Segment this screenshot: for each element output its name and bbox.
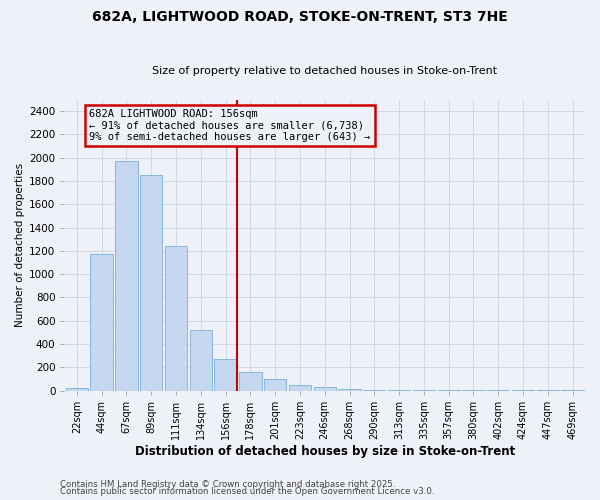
Bar	[214, 359, 237, 390]
Bar	[289, 386, 311, 390]
Y-axis label: Number of detached properties: Number of detached properties	[15, 163, 25, 327]
Text: Contains public sector information licensed under the Open Government Licence v3: Contains public sector information licen…	[60, 488, 434, 496]
X-axis label: Distribution of detached houses by size in Stoke-on-Trent: Distribution of detached houses by size …	[134, 444, 515, 458]
Text: Contains HM Land Registry data © Crown copyright and database right 2025.: Contains HM Land Registry data © Crown c…	[60, 480, 395, 489]
Title: Size of property relative to detached houses in Stoke-on-Trent: Size of property relative to detached ho…	[152, 66, 497, 76]
Bar	[314, 387, 336, 390]
Bar	[140, 175, 163, 390]
Bar	[91, 254, 113, 390]
Text: 682A LIGHTWOOD ROAD: 156sqm
← 91% of detached houses are smaller (6,738)
9% of s: 682A LIGHTWOOD ROAD: 156sqm ← 91% of det…	[89, 109, 370, 142]
Bar	[190, 330, 212, 390]
Bar	[264, 380, 286, 390]
Text: 682A, LIGHTWOOD ROAD, STOKE-ON-TRENT, ST3 7HE: 682A, LIGHTWOOD ROAD, STOKE-ON-TRENT, ST…	[92, 10, 508, 24]
Bar	[65, 388, 88, 390]
Bar	[239, 372, 262, 390]
Bar	[115, 161, 137, 390]
Bar	[165, 246, 187, 390]
Bar	[338, 389, 361, 390]
